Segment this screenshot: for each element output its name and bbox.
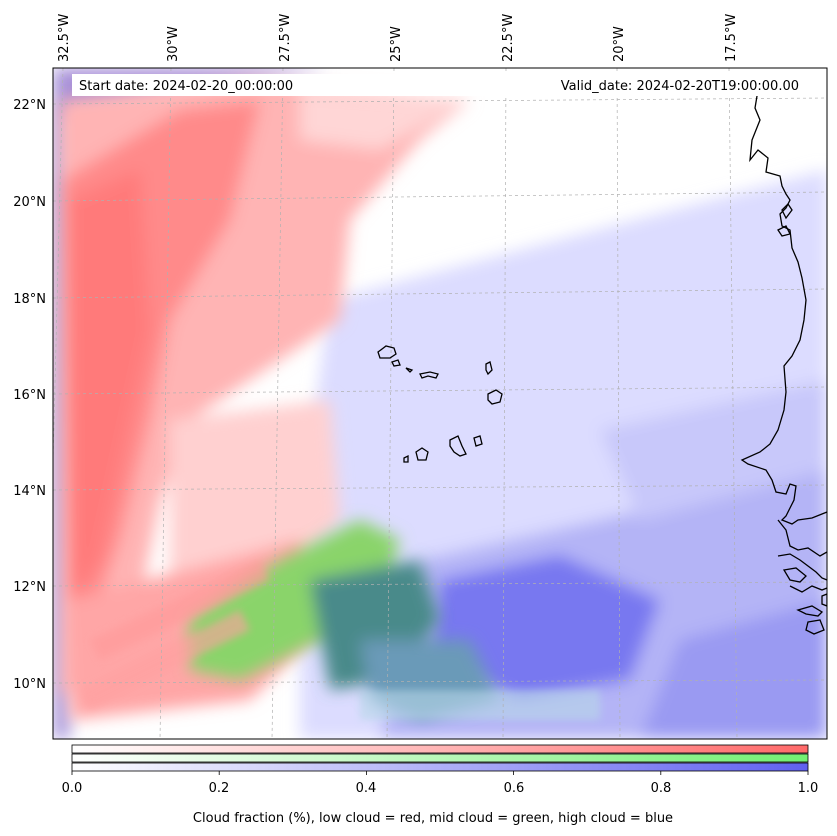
- island-brava: [403, 454, 409, 463]
- coastline-detail: [781, 202, 793, 220]
- colorbar-high-cloud: [71, 762, 809, 772]
- colorbar-mid-cloud: [71, 753, 809, 763]
- lat-label: 14°N: [13, 484, 46, 499]
- colorbar-tick-label: 1.0: [798, 781, 819, 796]
- island-santa-luzia: [405, 367, 414, 373]
- island-santiago: [449, 435, 467, 457]
- valid-date-label: Valid_date: 2024-02-20T19:00:00.00: [561, 79, 799, 94]
- island-maio: [473, 435, 483, 447]
- coastline-islands: [805, 619, 825, 635]
- lon-label: 27.5°W: [278, 14, 293, 62]
- lat-label: 20°N: [13, 195, 46, 210]
- colorbar: 0.0 0.2 0.4 0.6 0.8 1.0 Cloud fraction (…: [62, 744, 819, 826]
- cloud-streaks: [80, 560, 600, 720]
- colorbar-tick-label: 0.8: [651, 781, 672, 796]
- coastline-sierra: [789, 585, 827, 593]
- island-sal: [485, 361, 493, 376]
- lat-label: 12°N: [13, 580, 46, 595]
- island-sao-nicolau: [419, 371, 439, 379]
- lon-gridline-25: [386, 68, 395, 739]
- title-strip: [72, 74, 802, 96]
- colorbar-low-cloud: [71, 744, 809, 754]
- island-boa-vista: [487, 389, 503, 405]
- lon-gridline-27-5: [271, 68, 284, 739]
- colorbar-tick-label: 0.6: [504, 781, 525, 796]
- lon-label: 17.5°W: [724, 14, 739, 62]
- colorbar-tick-marks: [71, 771, 809, 775]
- latitude-labels: 22°N 20°N 18°N 16°N 14°N 12°N 10°N: [13, 98, 46, 692]
- lat-label: 16°N: [13, 388, 46, 403]
- lon-gridline-17-5: [728, 68, 738, 739]
- coastline-islands: [796, 605, 824, 617]
- lat-label: 10°N: [13, 677, 46, 692]
- coastline-islands: [782, 567, 807, 583]
- colorbar-tick-label: 0.4: [356, 781, 377, 796]
- colorbar-label: Cloud fraction (%), low cloud = red, mid…: [193, 811, 673, 826]
- island-sao-vicente: [391, 359, 401, 367]
- coastline-islands: [821, 593, 827, 607]
- lon-gridline-20: [616, 68, 621, 739]
- lat-label: 22°N: [13, 98, 46, 113]
- lon-label: 32.5°W: [57, 14, 72, 62]
- start-date-label: Start date: 2024-02-20_00:00:00: [79, 79, 293, 94]
- lon-gridline-22-5: [502, 68, 507, 739]
- lat-label: 18°N: [13, 292, 46, 307]
- coastline-mainland: [740, 89, 827, 525]
- map-frame: [52, 67, 828, 740]
- lon-label: 22.5°W: [501, 14, 516, 62]
- longitude-labels: 32.5°W 30°W 27.5°W 25°W 22.5°W 20°W 17.5…: [57, 14, 739, 62]
- coastline-guinea: [777, 519, 827, 557]
- cloud-field: [53, 68, 827, 739]
- coastline-guinea: [777, 553, 827, 581]
- lon-label: 20°W: [612, 26, 627, 62]
- island-santo-antao: [377, 345, 397, 359]
- coastline: [740, 89, 827, 635]
- lon-label: 25°W: [389, 26, 404, 62]
- lon-label: 30°W: [166, 26, 181, 62]
- colorbar-tick-label: 0.0: [62, 781, 83, 796]
- cape-verde-islands: [377, 345, 503, 463]
- island-fogo: [415, 447, 429, 461]
- colorbar-tick-label: 0.2: [209, 781, 230, 796]
- gridlines: [53, 68, 827, 739]
- coastline-detail: [777, 225, 791, 237]
- lon-gridline-30: [159, 68, 172, 739]
